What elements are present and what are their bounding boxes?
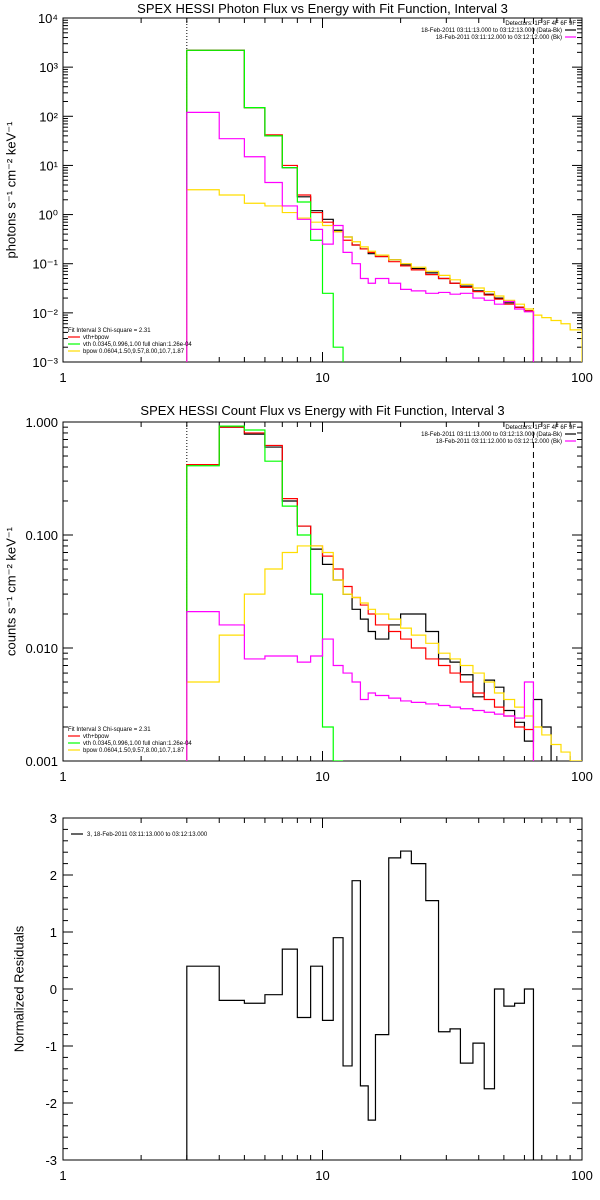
y-tick-label: 0.010 (25, 641, 58, 656)
x-tick-label: 10 (315, 1168, 329, 1183)
vth-series (186, 49, 344, 362)
legend-bottom-item: vth+bpow (83, 734, 110, 740)
y-tick-label: 3 (50, 811, 57, 826)
legend-bottom-item: bpow 0.0604,1.50,9.57,8.00,10.7,1.87 (83, 748, 185, 754)
legend-top-item: Detectors: 1F 3F 4F 6F 9F (505, 425, 576, 431)
x-axis: 1 10 100 (59, 818, 593, 1183)
y-tick-label: 0 (50, 982, 57, 997)
y-axis: -3 -2 -1 0 1 2 3 (45, 811, 582, 1168)
y-tick-label: 10¹ (39, 158, 58, 173)
y-tick-label: 10³ (39, 60, 58, 75)
chart-title: SPEX HESSI Count Flux vs Energy with Fit… (140, 403, 504, 418)
vth-bpow-series (186, 49, 535, 362)
y-tick-label: -2 (45, 1096, 57, 1111)
legend-top-item: 18-Feb-2011 03:11:12.000 to 03:12:12.000… (436, 35, 562, 41)
panel-1: 1 10 100 10⁻³ 10⁻² 10⁻¹ 10⁰ 10¹ 10² 10³ 10⁴ photons… (3, 1, 592, 385)
legend-top-item: Detectors: 1F 3F 4F 6F 9F (505, 21, 576, 27)
legend-top-item: 18-Feb-2011 03:11:12.000 to 03:12:12.000… (436, 439, 562, 445)
legend-bottom-item: vth 0.0345,0.996,1.00 full chian:1.26e-0… (83, 342, 192, 348)
legend-bottom-item: Fit Interval 3 Chi-square = 2.31 (68, 727, 151, 733)
bpow-series (186, 545, 582, 761)
y-axis-label: photons s⁻¹ cm⁻² keV⁻¹ (3, 121, 18, 259)
legend-bottom-item: vth+bpow (83, 335, 110, 341)
bk-series (186, 610, 535, 761)
data-bk-series (186, 49, 535, 362)
x-tick-label: 1 (59, 769, 66, 784)
vth-series (186, 425, 344, 761)
vth-bpow-series (186, 426, 535, 761)
x-tick-label: 1 (59, 1168, 66, 1183)
chart-title: SPEX HESSI Photon Flux vs Energy with Fi… (137, 1, 508, 16)
legend-bottom-item: bpow 0.0604,1.50,9.57,8.00,10.7,1.87 (83, 349, 185, 355)
bpow-series (186, 189, 582, 362)
plot-area (186, 850, 535, 1160)
y-tick-label: 0.001 (25, 754, 58, 769)
x-tick-label: 1 (59, 370, 66, 385)
plot-area (186, 49, 582, 362)
legend-top-item: 3, 18-Feb-2011 03:11:13.000 to 03:12:13.… (87, 832, 208, 838)
legend-top-item: 18-Feb-2011 03:11:13.000 to 03:12:13.000… (421, 28, 562, 34)
y-tick-label: -1 (45, 1039, 57, 1054)
y-tick-label: 1 (50, 925, 57, 940)
x-tick-label: 100 (571, 370, 593, 385)
legend-bottom-item: vth 0.0345,0.996,1.00 full chian:1.26e-0… (83, 741, 192, 747)
data-bk-series (186, 426, 552, 761)
y-axis: 10⁻³ 10⁻² 10⁻¹ 10⁰ 10¹ 10² 10³ 10⁴ (32, 11, 582, 370)
plot-frame (62, 17, 583, 363)
y-axis-label: Normalized Residuals (11, 925, 26, 1052)
legend-bottom-item: Fit Interval 3 Chi-square = 2.31 (68, 328, 151, 334)
residual-series (186, 850, 535, 1160)
y-axis-label: counts s⁻¹ cm⁻² keV⁻¹ (3, 526, 18, 656)
y-tick-label: 2 (50, 868, 57, 883)
x-tick-label: 100 (571, 769, 593, 784)
legend-top: 3, 18-Feb-2011 03:11:13.000 to 03:12:13.… (71, 832, 208, 838)
y-tick-label: 10⁻¹ (32, 257, 58, 272)
x-axis: 1 10 100 (59, 422, 593, 784)
x-tick-label: 100 (571, 1168, 593, 1183)
y-tick-label: 1.000 (25, 415, 58, 430)
y-tick-label: 10⁻³ (32, 355, 58, 370)
y-tick-label: 0.100 (25, 528, 58, 543)
bk-series (186, 111, 535, 362)
y-axis: 0.001 0.010 0.100 1.000 (25, 415, 582, 769)
legend-bottom: Fit Interval 3 Chi-square = 2.31vth+bpow… (68, 727, 192, 754)
y-tick-label: 10⁻² (32, 306, 58, 321)
panel-3: 1 10 100 -3 -2 -1 0 1 2 3 Normalized Residuals 3, 1… (11, 811, 592, 1183)
y-tick-label: 10⁴ (38, 11, 58, 26)
plot-area (186, 425, 582, 761)
x-tick-label: 10 (315, 769, 329, 784)
y-tick-label: 10⁰ (38, 208, 58, 223)
y-tick-label: -3 (45, 1153, 57, 1168)
legend-top-item: 18-Feb-2011 03:11:13.000 to 03:12:13.000… (421, 432, 562, 438)
x-axis: 1 10 100 (59, 18, 593, 385)
panel-2: 1 10 100 0.001 0.010 0.100 1.000 counts s⁻¹ cm⁻… (3, 403, 592, 784)
legend-bottom: Fit Interval 3 Chi-square = 2.31vth+bpow… (68, 328, 192, 355)
x-tick-label: 10 (315, 370, 329, 385)
y-tick-label: 10² (39, 109, 58, 124)
